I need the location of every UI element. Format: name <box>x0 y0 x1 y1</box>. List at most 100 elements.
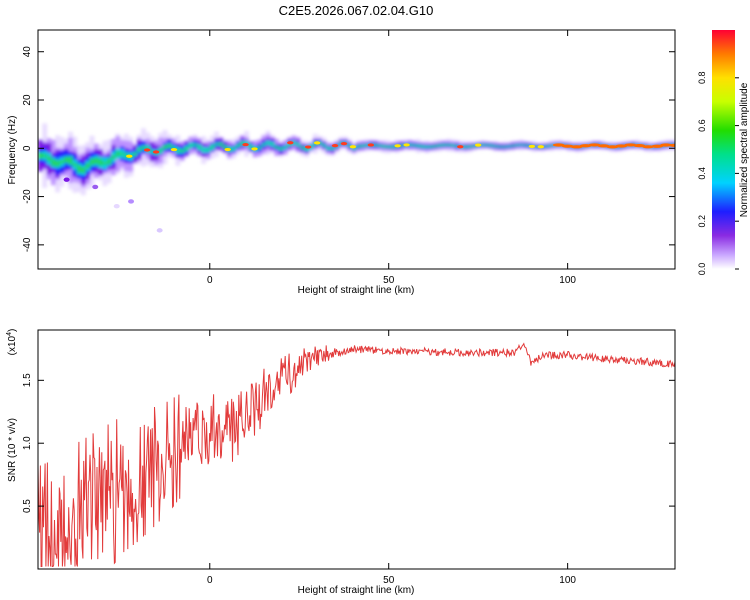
spectrogram-cell <box>390 145 396 148</box>
colorbar-tick-label: 0.2 <box>697 215 707 228</box>
spectrogram-cell <box>398 144 404 147</box>
spectrogram-x-tick-label: 0 <box>207 275 213 286</box>
spectrogram-cell <box>111 155 116 160</box>
snr-x-label: Height of straight line (km) <box>298 585 415 596</box>
spectrogram-cell <box>347 145 353 147</box>
spectrogram-cell <box>89 158 95 166</box>
spectrogram-cell <box>188 144 194 147</box>
colorbar-tick-label: 0.8 <box>697 72 707 85</box>
figure-title: C2E5.2026.067.02.04.G10 <box>279 3 434 18</box>
spectrogram-peak <box>304 145 312 149</box>
spectrogram-cell <box>166 143 172 148</box>
spectrogram-cell <box>59 160 65 164</box>
spectrogram-cell <box>360 144 365 147</box>
spectrogram-cell <box>196 146 202 149</box>
spectrogram-cell <box>265 142 271 144</box>
spectrogram-peak <box>340 142 348 146</box>
spectrogram-cell <box>424 146 430 148</box>
spectrogram-cell <box>411 144 417 146</box>
snr-y-tick-label: 1.0 <box>22 436 33 450</box>
spectrogram-cell <box>136 148 142 152</box>
spectrogram-cell <box>454 145 460 147</box>
colorbar-tick-label: 0.0 <box>697 263 707 276</box>
spectrogram-speckle <box>128 199 135 204</box>
spectrogram-cell <box>291 142 297 144</box>
spectrogram-core <box>126 141 675 158</box>
spectrogram-cell <box>63 156 69 163</box>
spectrogram-cell <box>351 147 357 150</box>
spectrogram-peak <box>570 145 583 149</box>
spectrogram-ridge <box>38 123 675 196</box>
spectrogram-peak <box>457 145 464 149</box>
spectrogram-peak <box>331 144 339 148</box>
spectrogram-cell <box>484 144 490 146</box>
spectrogram-cell <box>269 143 275 145</box>
spectrogram-cell <box>523 144 529 146</box>
spectrogram-cell <box>325 147 331 150</box>
spectrogram-cell <box>175 149 181 152</box>
spectrogram-cell <box>295 144 301 146</box>
spectrogram-cell <box>385 146 391 148</box>
spectrogram-peak <box>367 143 375 147</box>
spectrogram-cell <box>510 145 516 147</box>
spectrogram-peak <box>251 147 258 151</box>
spectrogram-panel: 0 50 100 40 20 0 -20 -40 Height of straight li… <box>7 29 676 296</box>
spectrogram-peak <box>403 143 410 147</box>
spectrogram-cell <box>218 142 224 146</box>
snr-series-line <box>38 342 675 567</box>
spectrogram-peak <box>552 143 565 147</box>
spectrogram-cell <box>488 145 494 147</box>
spectrogram-x-axis: 0 50 100 <box>207 30 576 286</box>
spectrogram-cell <box>463 146 469 148</box>
spectrogram-cell <box>321 144 327 147</box>
colorbar-tick-label: 0.4 <box>697 167 707 180</box>
spectrogram-peak <box>615 144 628 148</box>
spectrogram-cell <box>480 144 486 146</box>
snr-x-tick-label: 0 <box>207 575 213 586</box>
snr-panel: 0 50 100 0.5 1.0 1.5 Height of straight line… <box>6 329 676 596</box>
spectrogram-cell <box>441 144 447 146</box>
spectrogram-cell <box>106 158 112 165</box>
spectrogram-cell <box>115 151 121 157</box>
spectrogram-cell <box>428 145 434 148</box>
spectrogram-cell <box>85 163 91 169</box>
spectrogram-cell <box>162 145 168 149</box>
colorbar-gradient <box>712 30 735 269</box>
spectrogram-cell <box>248 145 254 148</box>
spectrogram-cell <box>433 145 438 147</box>
spectrogram-peak <box>528 144 536 149</box>
snr-multiplier: (x104) <box>6 329 18 356</box>
spectrogram-cell <box>471 145 477 147</box>
spectrogram-speckle <box>92 184 99 190</box>
snr-y-label: SNR (10 * v/v) <box>7 418 18 482</box>
spectrogram-peak <box>170 147 178 152</box>
spectrogram-cell <box>222 145 228 149</box>
snr-x-tick-label: 100 <box>559 575 576 586</box>
spectrogram-cell <box>119 152 125 156</box>
spectrogram-cell <box>132 152 138 156</box>
spectrogram-cell <box>493 145 499 147</box>
spectrogram-cell <box>171 146 177 149</box>
spectrogram-peak <box>660 143 673 147</box>
spectrogram-cell <box>445 144 451 146</box>
spectrogram-cell <box>257 146 262 149</box>
spectrogram-cell <box>93 157 99 165</box>
spectrogram-cell <box>364 144 370 146</box>
spectrogram-peak <box>152 150 160 154</box>
colorbar-ticks: 0.0 0.2 0.4 0.6 0.8 <box>697 72 739 276</box>
spectrogram-peak <box>651 144 664 148</box>
spectrogram-peak <box>642 145 655 149</box>
spectrogram-peak <box>126 154 133 158</box>
spectrogram-peak <box>313 141 321 145</box>
spectrogram-speckle <box>63 177 70 182</box>
snr-x-tick-label: 50 <box>383 575 395 586</box>
snr-y-axis: 0.5 1.0 1.5 <box>22 373 675 513</box>
spectrogram-cell <box>102 161 108 165</box>
spectrogram-cell <box>76 165 82 173</box>
spectrogram-cell <box>239 141 245 145</box>
spectrogram-peak <box>242 142 249 147</box>
spectrogram-peak <box>287 141 294 145</box>
spectrogram-cell <box>209 145 215 149</box>
spectrogram-cell <box>372 144 378 146</box>
spectrogram-cell <box>141 145 146 149</box>
